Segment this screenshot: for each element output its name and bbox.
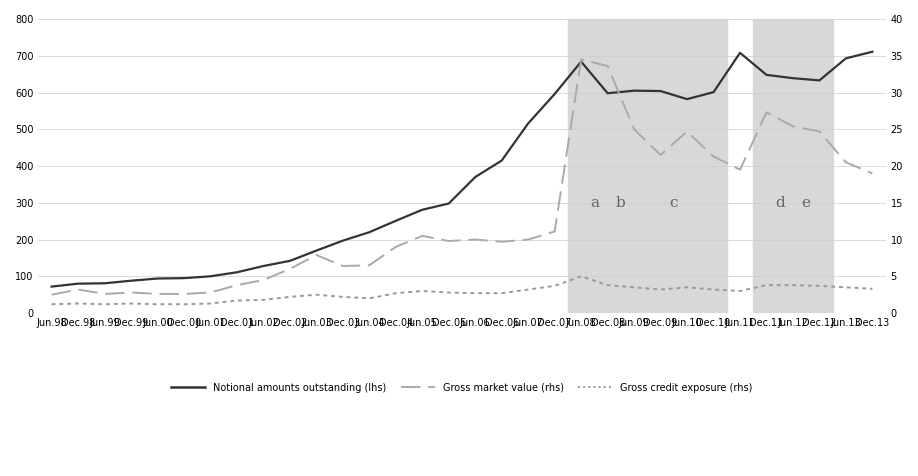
Bar [621,19,727,313]
Bar [594,19,647,313]
Bar [568,19,621,313]
Text: a: a [590,196,599,210]
Text: e: e [801,196,811,210]
Text: c: c [669,196,678,210]
Legend: Notional amounts outstanding (lhs), Gross market value (rhs), Gross credit expos: Notional amounts outstanding (lhs), Gros… [167,378,756,397]
Bar [779,19,833,313]
Text: b: b [616,196,626,210]
Text: d: d [775,196,785,210]
Bar [754,19,806,313]
